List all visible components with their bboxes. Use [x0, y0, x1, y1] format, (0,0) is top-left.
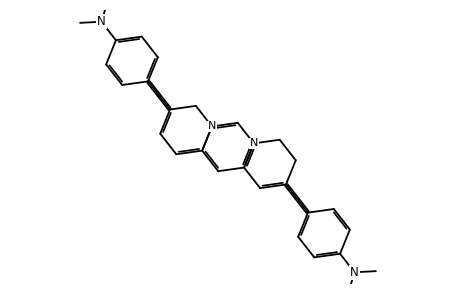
Text: N: N [349, 266, 358, 279]
Text: N: N [249, 138, 258, 148]
Text: N: N [97, 15, 106, 28]
Text: N: N [207, 121, 216, 131]
